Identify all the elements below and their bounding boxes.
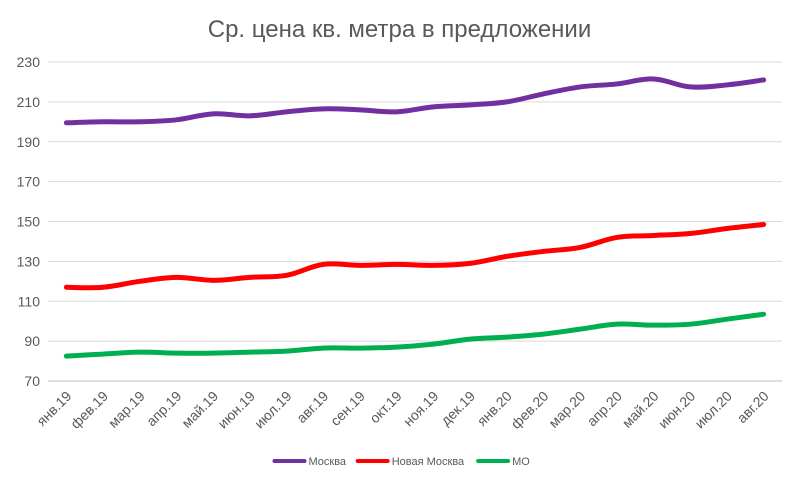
- x-tick-label: май.19: [178, 388, 221, 431]
- y-tick-label: 90: [24, 333, 40, 349]
- x-tick-label: июл.19: [251, 388, 295, 432]
- x-tick-label: апр.19: [143, 388, 185, 430]
- x-tick-label: фев.19: [67, 388, 111, 432]
- x-tick-label: дек.19: [437, 388, 478, 429]
- x-tick-label: мар.20: [545, 388, 588, 431]
- x-tick-label: ноя.19: [400, 388, 442, 430]
- x-tick-label: мар.19: [105, 388, 148, 431]
- x-tick-label: окт.19: [366, 388, 405, 427]
- x-tick-label: июл.20: [691, 388, 735, 432]
- gridlines: [48, 61, 782, 382]
- x-tick-label: апр.20: [584, 388, 626, 430]
- x-tick-label: фев.20: [508, 388, 552, 432]
- x-tick-label: июн.20: [655, 388, 699, 432]
- y-tick-label: 150: [17, 214, 41, 230]
- series-line-1: [63, 221, 767, 291]
- y-tick-label: 70: [24, 373, 40, 389]
- chart-title: Ср. цена кв. метра в предложении: [208, 16, 592, 43]
- x-tick-label: сен.19: [327, 388, 368, 429]
- y-tick-label: 210: [17, 94, 41, 110]
- x-axis-ticks: янв.19фев.19мар.19апр.19май.19июн.19июл.…: [33, 388, 772, 432]
- x-tick-label: авг.19: [293, 388, 331, 426]
- series-line-2: [63, 311, 767, 359]
- y-axis-ticks: 70 90 110 130 150 170 190 210 230: [17, 54, 41, 389]
- x-tick-label: июн.19: [214, 388, 258, 432]
- x-tick-label: авг.20: [734, 388, 772, 426]
- y-tick-label: 170: [17, 174, 41, 190]
- x-tick-label: май.20: [619, 388, 662, 431]
- legend-label-1: Новая Москва: [392, 456, 465, 468]
- legend: Москва Новая Москва МО: [272, 456, 530, 468]
- series-lines: [63, 76, 767, 359]
- y-tick-label: 230: [17, 54, 41, 70]
- y-tick-label: 130: [17, 253, 41, 269]
- series-line-0: [63, 76, 767, 126]
- legend-label-0: Москва: [309, 456, 347, 468]
- y-tick-label: 190: [17, 134, 41, 150]
- legend-label-2: МО: [512, 456, 530, 468]
- y-tick-label: 110: [18, 293, 41, 309]
